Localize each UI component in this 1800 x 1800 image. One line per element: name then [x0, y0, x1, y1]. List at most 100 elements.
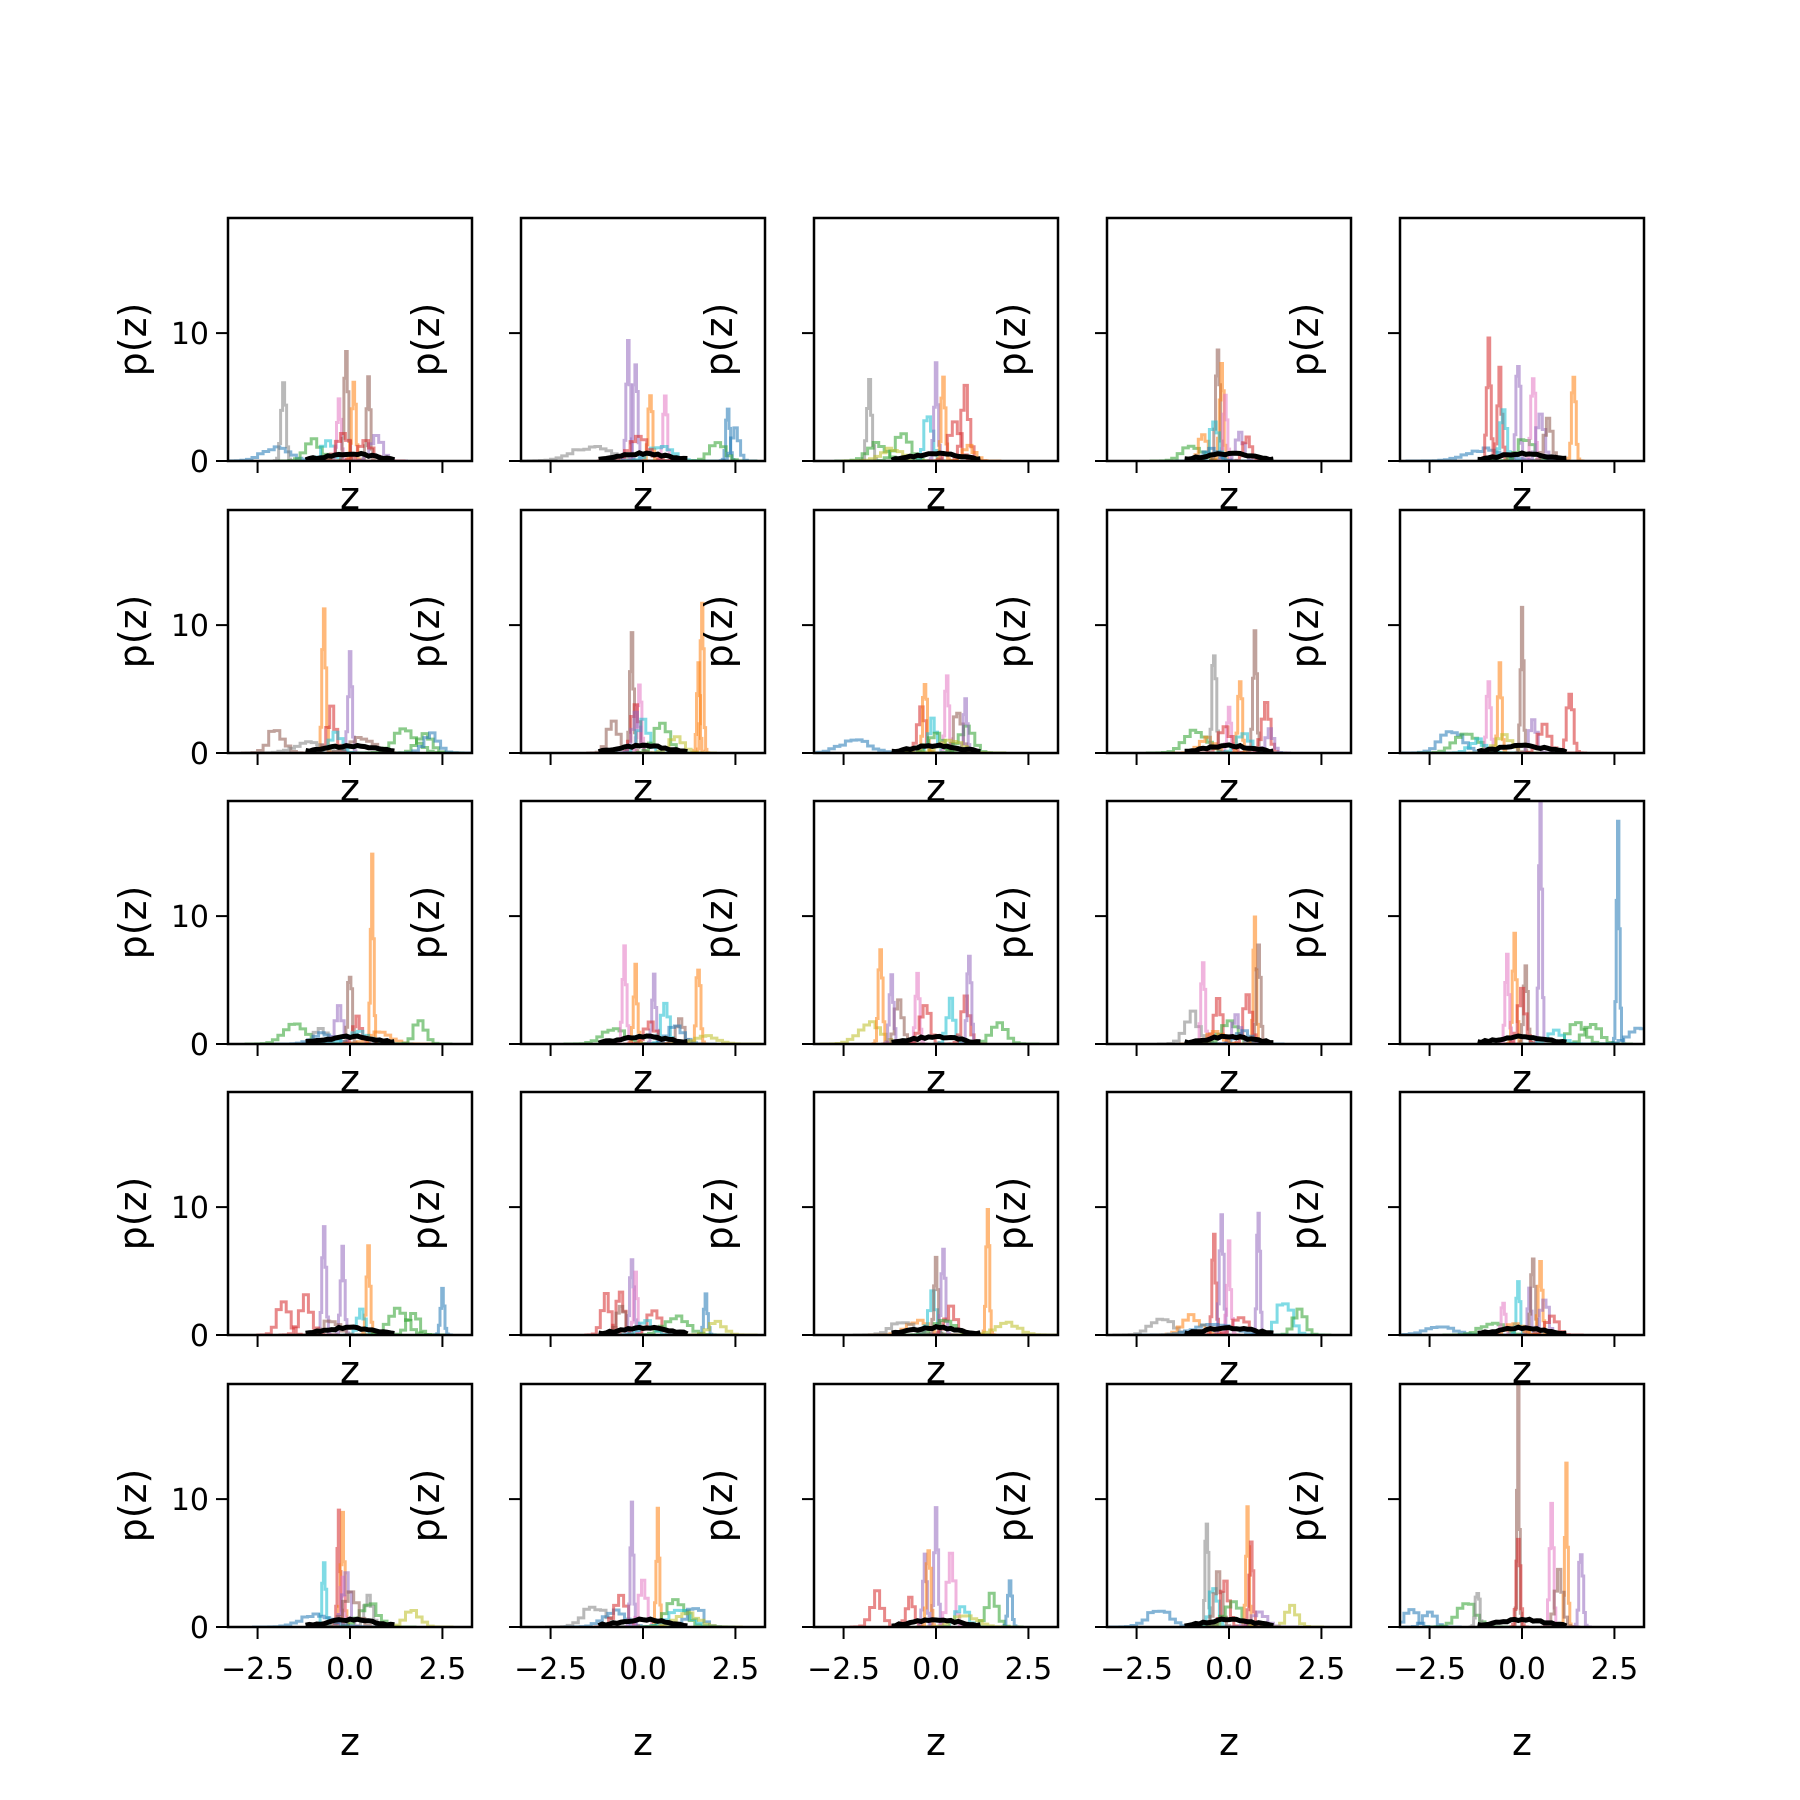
y-axis-label: p(z) [404, 886, 448, 960]
y-axis-label: p(z) [990, 303, 1034, 377]
subplot-3-1: 0 10 z p(z) [111, 799, 474, 1101]
x-tick-label: 2.5 [1591, 1652, 1639, 1687]
y-axis-label: p(z) [404, 1177, 448, 1251]
subplot-3-5: z p(z) [1283, 799, 1646, 1101]
y-tick-label: 10 [171, 609, 209, 644]
x-tick-label: 2.5 [419, 1652, 467, 1687]
subplot-2-4: z p(z) [990, 508, 1353, 810]
x-tick-label: −2.5 [1100, 1652, 1173, 1687]
y-tick-label: 10 [171, 900, 209, 935]
prior-line [891, 1617, 981, 1627]
y-tick-label: 10 [171, 1191, 209, 1226]
subplot-2-5: z p(z) [1283, 508, 1646, 810]
subplot-1-1: 0 10 z p(z) [111, 216, 474, 518]
y-axis-label: p(z) [404, 303, 448, 377]
subplot-5-2: −2.5 0.0 2.5 z p(z) [404, 1382, 767, 1764]
x-axis-label: z [340, 1057, 360, 1101]
x-axis-label: z [1219, 1720, 1239, 1764]
y-axis-label: p(z) [1283, 303, 1327, 377]
x-axis-label: z [1219, 474, 1239, 518]
y-axis-label: p(z) [1283, 595, 1327, 669]
prior-line [597, 1033, 688, 1044]
subplot-3-4: z p(z) [990, 799, 1353, 1101]
subplot-4-3: z p(z) [697, 1090, 1060, 1392]
prior-line [1477, 1616, 1568, 1627]
x-tick-label: 2.5 [1298, 1652, 1346, 1687]
x-tick-label: 0.0 [1498, 1652, 1546, 1687]
x-axis-label: z [1512, 1720, 1532, 1764]
subplot-4-4: z p(z) [990, 1090, 1353, 1392]
y-axis-label: p(z) [697, 1177, 741, 1251]
x-axis-label: z [926, 1348, 946, 1392]
x-tick-label: −2.5 [221, 1652, 294, 1687]
subplot-4-1: 0 10 z p(z) [111, 1090, 474, 1392]
x-axis-label: z [633, 1720, 653, 1764]
x-axis-label: z [1219, 1348, 1239, 1392]
y-axis-label: p(z) [990, 1177, 1034, 1251]
prior-line [598, 450, 688, 461]
prior-line [305, 1324, 395, 1335]
x-tick-label: 2.5 [1005, 1652, 1053, 1687]
x-tick-label: 0.0 [326, 1652, 374, 1687]
x-tick-label: 0.0 [619, 1652, 667, 1687]
prior-line [598, 1324, 689, 1335]
subplot-2-2: z p(z) [404, 508, 767, 810]
prior-line [597, 1616, 688, 1627]
prior-line [305, 1033, 395, 1044]
x-axis-label: z [633, 766, 653, 810]
prior-line [305, 1616, 395, 1627]
prior-line [597, 742, 688, 753]
x-tick-label: 0.0 [1205, 1652, 1253, 1687]
prior-line [1477, 1033, 1567, 1044]
prior-line [891, 742, 981, 753]
x-axis-label: z [926, 766, 946, 810]
prior-line [1477, 1324, 1567, 1335]
x-axis-label: z [340, 766, 360, 810]
x-tick-label: −2.5 [807, 1652, 880, 1687]
y-axis-label: p(z) [1283, 1469, 1327, 1543]
y-tick-label: 0 [190, 1028, 209, 1063]
prior-line [305, 742, 395, 753]
y-tick-label: 10 [171, 317, 209, 352]
x-tick-label: 2.5 [712, 1652, 760, 1687]
x-tick-label: 0.0 [912, 1652, 960, 1687]
prior-line [890, 450, 981, 461]
y-axis-label: p(z) [1283, 1177, 1327, 1251]
subplot-1-4: z p(z) [990, 216, 1353, 518]
prior-line [1184, 450, 1274, 461]
x-axis-label: z [1512, 766, 1532, 810]
subplot-5-3: −2.5 0.0 2.5 z p(z) [697, 1382, 1060, 1764]
prior-line [1476, 742, 1568, 753]
prior-line [891, 1033, 981, 1044]
prior-line [1183, 1033, 1274, 1044]
subplot-2-1: 0 10 z p(z) [111, 508, 474, 810]
subplot-grid: 0 10 z p(z) z p(z) z p(z) z p(z) z p(z) 0 10 z p(z) z p(z… [111, 216, 1646, 1764]
y-axis-label: p(z) [697, 1469, 741, 1543]
prior-line [1184, 1616, 1274, 1627]
prior-line [304, 450, 396, 461]
subplot-4-2: z p(z) [404, 1090, 767, 1392]
subplot-5-5: −2.5 0.0 2.5 z p(z) [1283, 1382, 1646, 1764]
y-axis-label: p(z) [111, 886, 155, 960]
prior-line [1184, 1324, 1274, 1335]
x-axis-label: z [340, 474, 360, 518]
y-axis-label: p(z) [111, 303, 155, 377]
y-axis-label: p(z) [697, 303, 741, 377]
y-tick-label: 0 [190, 445, 209, 480]
x-axis-label: z [1512, 1348, 1532, 1392]
x-axis-label: z [1512, 1057, 1532, 1101]
y-axis-label: p(z) [990, 886, 1034, 960]
x-axis-label: z [926, 474, 946, 518]
y-axis-label: p(z) [990, 1469, 1034, 1543]
y-tick-label: 10 [171, 1483, 209, 1518]
x-tick-label: −2.5 [514, 1652, 587, 1687]
y-axis-label: p(z) [1283, 886, 1327, 960]
y-axis-label: p(z) [111, 595, 155, 669]
subplot-5-4: −2.5 0.0 2.5 z p(z) [990, 1382, 1353, 1764]
y-axis-label: p(z) [111, 1177, 155, 1251]
prior-line [1184, 742, 1274, 753]
y-axis-label: p(z) [404, 1469, 448, 1543]
prior-line [1477, 450, 1567, 461]
